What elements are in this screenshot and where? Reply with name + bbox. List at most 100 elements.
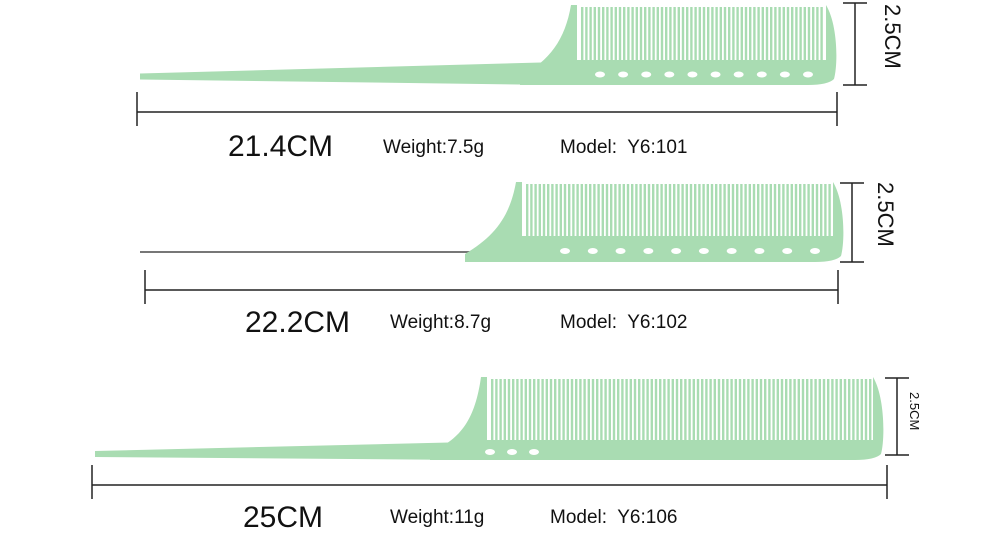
comb-2-tooth (828, 184, 831, 238)
comb-1-tooth (719, 7, 722, 62)
comb-3-tooth (625, 379, 628, 442)
comb-1-tooth (581, 7, 584, 62)
comb-3-tooth (776, 379, 779, 442)
comb-3-tooth (646, 379, 649, 442)
comb-3-tooth (822, 379, 826, 442)
comb-1-body (520, 5, 837, 85)
comb-2-tooth (660, 184, 663, 238)
comb-1-tooth (589, 7, 592, 62)
comb-2-tooth (807, 184, 810, 238)
comb-2-tooth (773, 184, 777, 238)
comb-3-tooth (642, 379, 645, 442)
comb-1-hole (733, 71, 744, 78)
comb-1-tooth (732, 7, 735, 62)
comb-3-height: 2.5CM (907, 392, 922, 431)
comb-2-hole (643, 248, 654, 254)
comb-3-tooth (524, 379, 527, 442)
comb-2-tooth (656, 184, 659, 238)
comb-1-tooth (778, 7, 781, 62)
comb-2-height: 2.5CM (873, 182, 898, 247)
comb-2-length: 22.2CM (245, 306, 351, 339)
comb-2-tooth (685, 184, 688, 238)
comb-3-tooth (516, 379, 519, 442)
comb-3-tooth (612, 379, 616, 442)
comb-1-tooth (761, 7, 764, 62)
comb-3-tooth (533, 379, 536, 442)
comb-3-tooth (667, 379, 670, 442)
comb-1-tooth (774, 7, 777, 62)
comb-1-tooth (803, 7, 806, 62)
comb-2-tooth (702, 184, 705, 238)
comb-3-tooth (579, 379, 582, 442)
comb-3-tooth (671, 379, 674, 442)
comb-3-tooth (633, 379, 637, 442)
comb-2-tooth (551, 184, 554, 238)
comb-3-tooth (738, 379, 742, 442)
comb-3-tooth (512, 379, 515, 442)
comb-1-hole (595, 71, 605, 78)
comb-2-hole (698, 248, 709, 254)
comb-1-tooth (673, 7, 676, 62)
comb-3-body (430, 377, 884, 460)
comb-2-tooth (744, 184, 747, 238)
comb-3-tooth (768, 379, 771, 442)
comb-2-tooth (761, 184, 764, 238)
comb-3-length: 25CM (243, 501, 324, 534)
comb-3-tooth (848, 379, 851, 442)
comb-1-tooth (648, 7, 651, 62)
comb-2-tooth (530, 184, 533, 238)
comb-2-model: Model: Y6:102 (560, 312, 688, 333)
comb-1-length: 21.4CM (228, 130, 334, 163)
comb-1-tooth (749, 7, 752, 62)
comb-3-tooth (843, 379, 847, 442)
comb-2-tooth (622, 184, 625, 238)
comb-2-tooth (673, 184, 676, 238)
comb-3-hole (485, 449, 495, 455)
comb-2-tooth (534, 184, 537, 238)
comb-2-tooth (803, 184, 806, 238)
comb-3-tooth (541, 379, 544, 442)
comb-2-tooth (769, 184, 772, 238)
comb-1-tooth (740, 7, 743, 62)
comb-2-tooth (719, 184, 722, 238)
comb-2-tooth (618, 184, 621, 238)
comb-2-tooth (526, 184, 529, 238)
comb-3-tooth (621, 379, 624, 442)
comb-2-hole (615, 248, 626, 254)
comb-2-tooth (542, 184, 546, 238)
comb-1-tooth (686, 7, 689, 62)
comb-3-tooth (650, 379, 653, 442)
comb-2-tooth (782, 184, 785, 238)
comb-2-tooth (584, 184, 588, 238)
comb-2-tooth (547, 184, 550, 238)
comb-2-hole (754, 248, 765, 254)
comb-2-tooth (681, 184, 684, 238)
comb-1-tooth (782, 7, 785, 62)
comb-1-tooth (765, 7, 769, 62)
comb-3-tooth (591, 379, 595, 442)
comb-3-tooth (600, 379, 603, 442)
comb-3-tooth (747, 379, 750, 442)
comb-3-tooth (566, 379, 569, 442)
comb-1-tooth (597, 7, 601, 62)
comb-2-tooth (589, 184, 592, 238)
comb-1-tooth (690, 7, 693, 62)
comb-3-tooth (692, 379, 695, 442)
comb-3-tooth (537, 379, 540, 442)
comb-2-tooth (824, 184, 827, 238)
comb-1-tooth (610, 7, 613, 62)
comb-3-tooth (759, 379, 763, 442)
comb-1-tooth (585, 7, 588, 62)
comb-3-tooth (806, 379, 809, 442)
comb-3-tooth (663, 379, 666, 442)
comb-1-tooth (816, 7, 819, 62)
comb-1-hole (641, 71, 652, 78)
comb-2-tooth (740, 184, 743, 238)
comb-2-tooth (563, 184, 567, 238)
comb-1-tooth (681, 7, 685, 62)
comb-3-tooth (827, 379, 830, 442)
comb-3-tooth (554, 379, 557, 442)
comb-2-tooth (538, 184, 541, 238)
comb-3-tooth (696, 379, 700, 442)
